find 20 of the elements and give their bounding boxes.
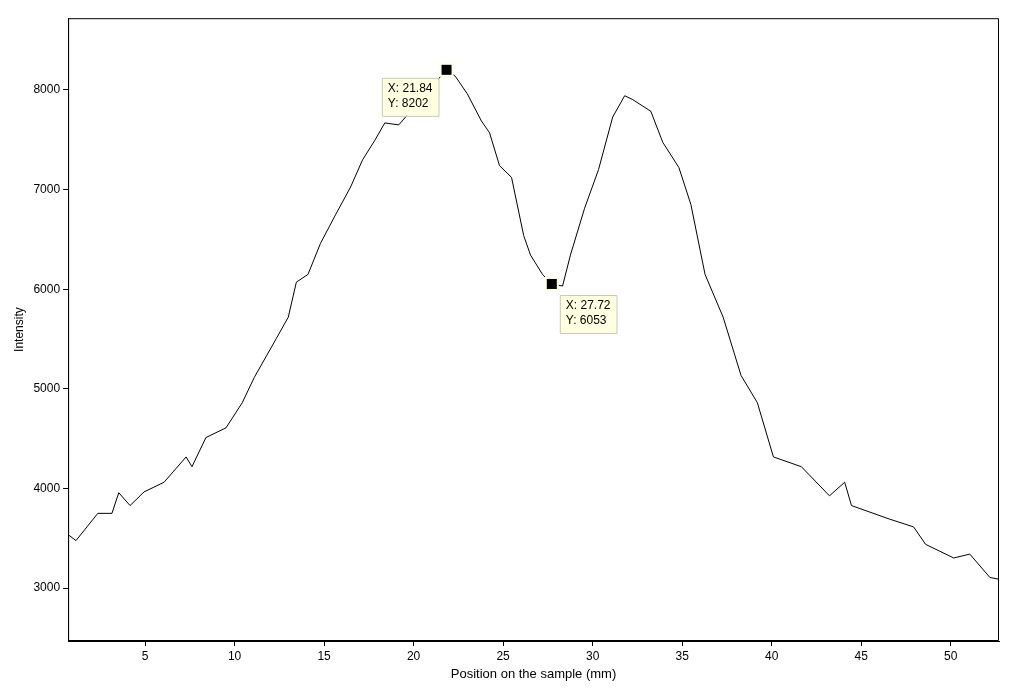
x-tick-label: 40 [764,648,779,663]
y-tick-label: 7000 [33,181,61,196]
annotation: X: 21.84 Y: 8202 [387,81,433,111]
y-tick-label: 6000 [33,281,61,296]
y-tick-label: 4000 [33,480,61,495]
x-tick-label: 10 [227,648,242,663]
y-tick-label: 5000 [33,381,61,396]
x-tick-label: 45 [854,648,869,663]
x-tick-label: 25 [496,648,511,663]
x-axis-title: Position on the sample (mm) [450,665,617,681]
y-axis-title: Intensity [11,307,26,352]
annotation: X: 27.72 Y: 6053 [565,298,611,328]
x-tick-label: 5 [141,648,149,663]
x-tick-label: 15 [317,648,332,663]
x-tick-label: 30 [585,648,600,663]
y-tick-label: 3000 [33,580,61,595]
x-tick-label: 50 [943,648,958,663]
x-tick-label: 35 [675,648,690,663]
x-tick-label: 20 [406,648,421,663]
y-tick-label: 8000 [33,82,61,97]
